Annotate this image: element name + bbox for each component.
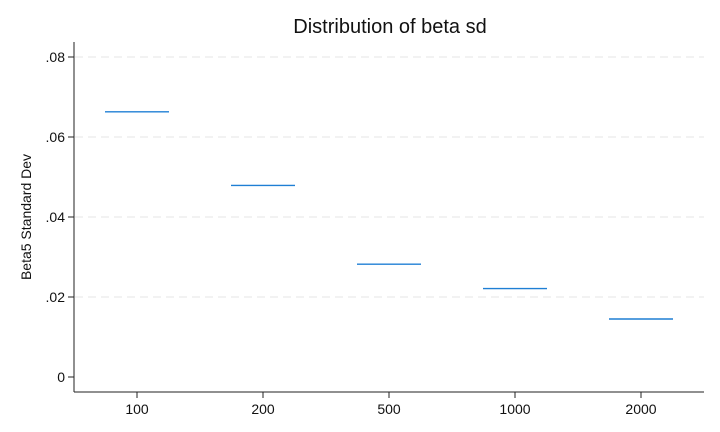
chart-title: Distribution of beta sd bbox=[293, 16, 486, 38]
y-tick-label: 0 bbox=[57, 369, 65, 385]
x-tick-label: 2000 bbox=[625, 401, 656, 417]
x-tick-label: 200 bbox=[251, 401, 275, 417]
y-tick-label: .04 bbox=[46, 209, 66, 225]
y-tick-label: .06 bbox=[46, 129, 66, 145]
x-axis-ticks: 100 200 500 1000 2000 bbox=[125, 392, 657, 417]
y-tick-label: .02 bbox=[46, 289, 66, 305]
x-tick-label: 1000 bbox=[499, 401, 530, 417]
y-axis-title: Beta5 Standard Dev bbox=[18, 154, 34, 280]
x-tick-label: 500 bbox=[377, 401, 401, 417]
x-tick-label: 100 bbox=[125, 401, 149, 417]
y-tick-label: .08 bbox=[46, 49, 66, 65]
y-axis-ticks: 0 .02 .04 .06 .08 bbox=[46, 49, 74, 385]
grid-lines bbox=[75, 56, 704, 298]
data-marks bbox=[105, 111, 673, 320]
